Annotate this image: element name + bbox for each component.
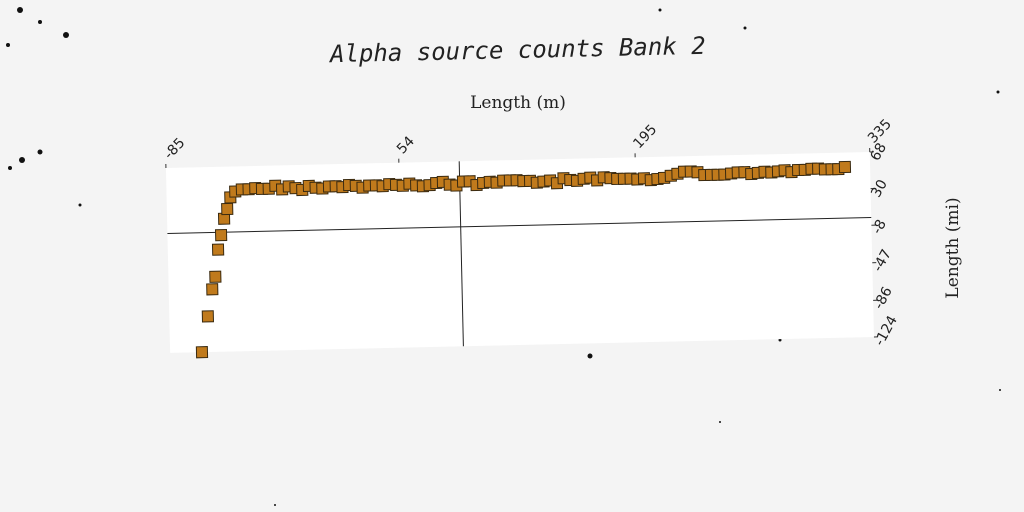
zero-line-vertical	[458, 161, 464, 347]
data-point	[195, 346, 209, 359]
y-tick-label: -124	[872, 313, 901, 349]
y-tick-label: -8	[869, 217, 890, 237]
data-point	[211, 243, 225, 256]
y-tick-label: 30	[868, 177, 891, 200]
chart-title: Alpha source counts Bank 2	[328, 32, 706, 69]
x-tick-label: 195	[630, 122, 660, 152]
x-axis-label: Length (m)	[470, 93, 566, 113]
data-point	[838, 160, 852, 174]
data-point	[209, 270, 222, 283]
data-point	[221, 202, 234, 216]
y-axis-ticks: 68 30 -8 -47 -86-124	[867, 140, 901, 349]
data-point	[206, 283, 219, 296]
data-point	[201, 310, 215, 323]
y-tick-label: 68	[867, 140, 890, 163]
plot-area	[165, 151, 874, 353]
zero-line-horizontal	[167, 216, 872, 234]
x-tick-label: 335	[865, 116, 895, 146]
data-point	[214, 229, 228, 242]
y-tick-label: -86	[871, 284, 896, 312]
scatter-points	[195, 160, 852, 359]
x-tick-label: 54	[394, 133, 418, 157]
x-tick-label: -85	[161, 135, 188, 163]
y-tick-label: -47	[870, 247, 895, 275]
y-axis-label: Length (mi)	[943, 197, 963, 298]
